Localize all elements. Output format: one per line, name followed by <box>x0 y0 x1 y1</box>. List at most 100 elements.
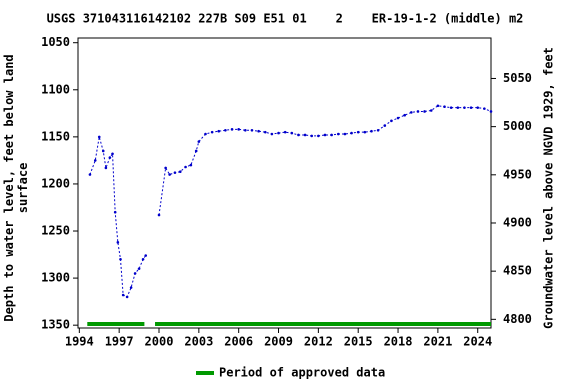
data-point <box>343 132 347 136</box>
data-point <box>317 134 320 138</box>
data-point <box>489 110 493 113</box>
data-point <box>116 241 120 244</box>
data-point <box>383 124 387 127</box>
y2-tick-label: 4850 <box>503 264 532 278</box>
x-tick-label: 2000 <box>145 335 174 349</box>
data-point <box>144 254 148 257</box>
x-tick-label: 2012 <box>304 335 333 349</box>
data-point <box>469 106 473 109</box>
y2-tick-label: 4800 <box>503 312 532 326</box>
data-point <box>376 128 380 132</box>
y2-tick-label: 4950 <box>503 167 532 181</box>
data-point <box>210 130 214 134</box>
data-point <box>97 135 101 139</box>
x-tick-label: 2021 <box>423 335 452 349</box>
data-line <box>89 105 492 298</box>
data-point <box>88 173 92 176</box>
data-point <box>350 131 353 135</box>
y-tick-label: 1150 <box>41 129 70 143</box>
data-point <box>157 213 161 217</box>
data-point <box>416 110 420 113</box>
data-point <box>303 133 307 137</box>
data-point <box>396 116 400 120</box>
data-point <box>456 106 460 109</box>
legend-label: Period of approved data <box>219 366 385 380</box>
data-point <box>141 257 145 261</box>
y-tick-label: 1300 <box>41 271 70 285</box>
data-point <box>111 152 114 156</box>
data-point <box>224 128 227 132</box>
data-point <box>119 257 122 261</box>
y-tick-label: 1100 <box>41 82 70 96</box>
y2-tick-label: 4900 <box>503 215 532 229</box>
data-point <box>244 128 247 132</box>
data-point <box>263 130 267 134</box>
data-point <box>356 130 360 134</box>
data-point <box>129 286 133 289</box>
data-point <box>283 130 287 134</box>
x-tick-label: 2015 <box>344 335 373 349</box>
data-point <box>108 156 112 159</box>
data-point <box>290 131 294 135</box>
data-point <box>173 171 177 174</box>
data-point <box>101 149 105 153</box>
data-point <box>133 272 137 275</box>
data-point <box>370 129 373 133</box>
data-point <box>93 159 97 162</box>
chart-title: USGS 371043116142102 227B S09 E51 01 2 E… <box>47 12 524 26</box>
data-point <box>336 132 340 136</box>
plot-frame <box>77 37 492 329</box>
y-axis-label: Depth to water level, feet below landsur… <box>2 54 30 321</box>
data-point <box>423 110 426 113</box>
data-point <box>230 128 234 131</box>
data-point <box>184 165 187 169</box>
data-point <box>257 129 260 133</box>
data-point <box>463 106 466 109</box>
data-point <box>189 163 193 167</box>
y2-axis-label: Groundwater level above NGVD 1929, feet <box>542 47 556 329</box>
x-tick-label: 2003 <box>184 335 213 349</box>
data-point <box>121 293 125 297</box>
x-tick-label: 2006 <box>224 335 253 349</box>
y-tick-label: 1050 <box>41 35 70 49</box>
y2-tick-label: 5000 <box>503 119 532 133</box>
data-point <box>164 166 167 170</box>
data-point <box>310 134 314 138</box>
data-point <box>168 173 171 176</box>
data-point <box>217 129 221 133</box>
data-point <box>390 119 393 123</box>
data-point <box>403 113 406 117</box>
x-tick-label: 1994 <box>65 335 94 349</box>
data-point <box>363 130 367 134</box>
data-point <box>178 170 182 174</box>
data-point <box>125 295 129 299</box>
data-point <box>104 166 108 170</box>
data-point <box>197 140 201 143</box>
y-tick-label: 1250 <box>41 224 70 238</box>
data-point <box>410 111 413 114</box>
y2-tick-label: 5050 <box>503 71 532 85</box>
data-point <box>237 128 240 131</box>
data-point <box>483 107 486 110</box>
data-point <box>323 133 327 137</box>
y-tick-label: 1200 <box>41 176 70 190</box>
data-point <box>194 149 198 153</box>
x-tick-label: 2018 <box>384 335 413 349</box>
data-point <box>297 133 300 137</box>
y-tick-label: 1350 <box>41 318 70 332</box>
x-tick-label: 2009 <box>264 335 293 349</box>
data-point <box>113 210 117 214</box>
data-point <box>270 132 274 136</box>
data-point <box>449 106 453 109</box>
data-point <box>436 104 440 108</box>
data-point <box>476 106 480 109</box>
data-point <box>429 109 433 112</box>
x-tick-label: 1997 <box>105 335 134 349</box>
data-point <box>443 105 446 109</box>
data-point <box>250 128 254 132</box>
data-point <box>137 267 141 270</box>
data-point <box>204 132 207 136</box>
data-point <box>277 131 280 135</box>
